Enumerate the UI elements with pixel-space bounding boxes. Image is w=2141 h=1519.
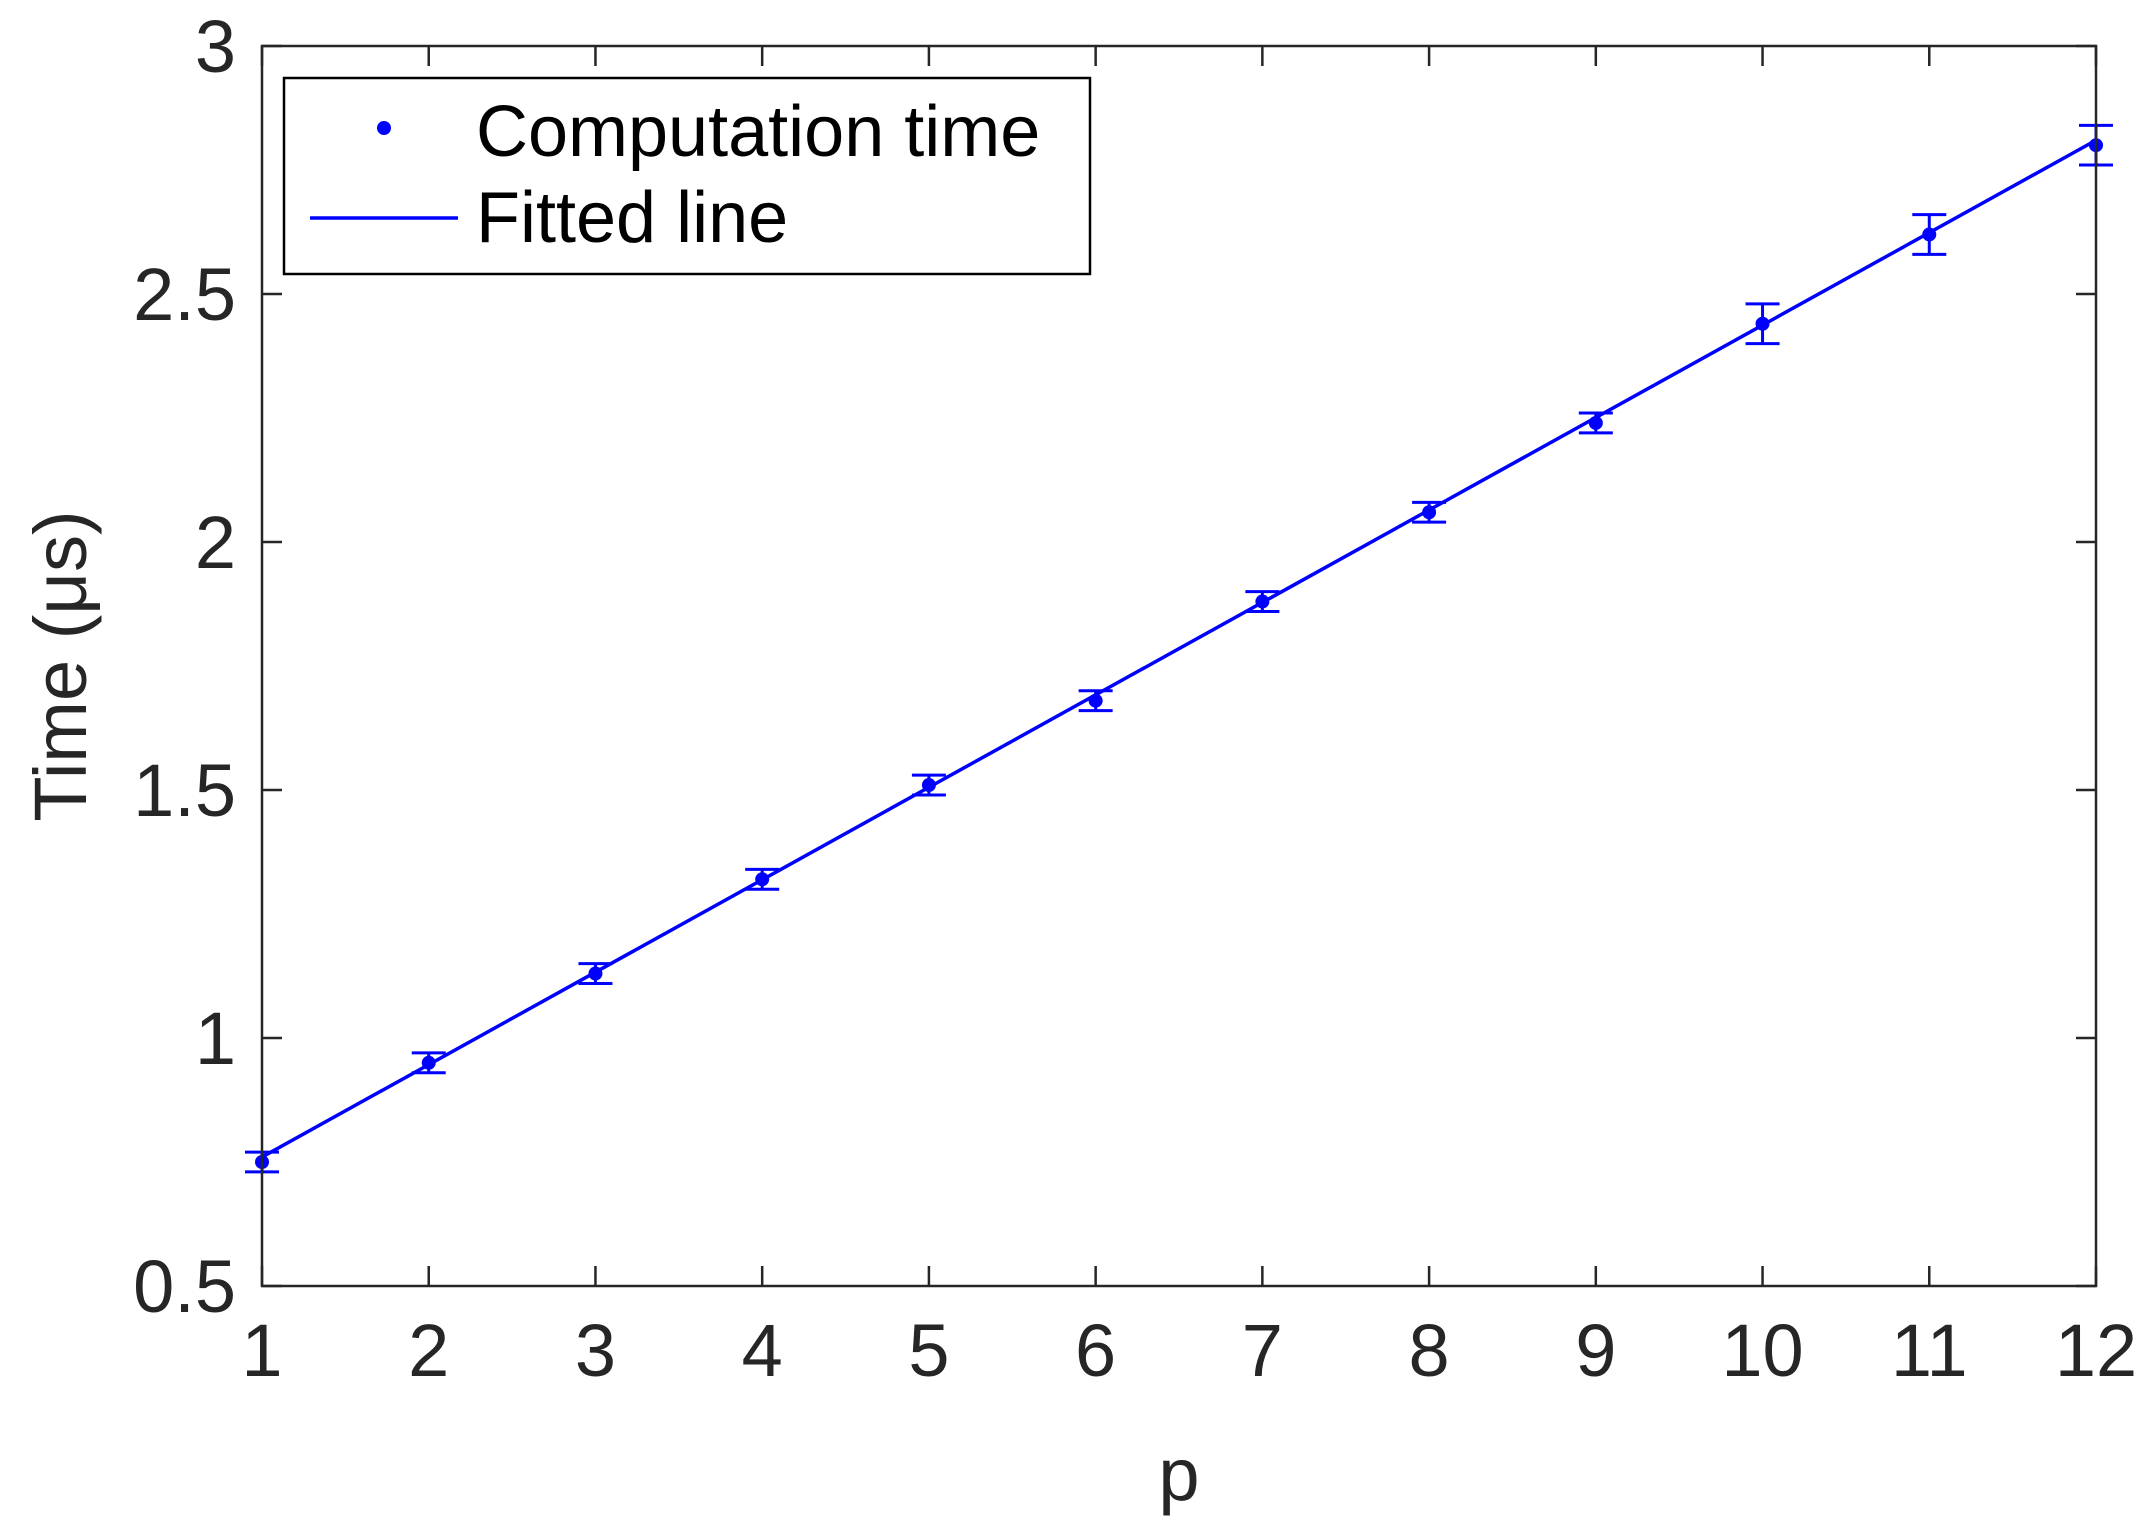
fitted-line (261, 138, 2097, 1159)
data-layer (245, 123, 2113, 1174)
data-point (1755, 316, 1770, 331)
x-tick-label: 3 (575, 1309, 616, 1392)
data-point (1922, 227, 1937, 242)
x-tick-label: 11 (1891, 1309, 1968, 1392)
legend-box (282, 76, 1092, 276)
data-point (755, 872, 770, 887)
x-tick-label: 4 (742, 1309, 783, 1392)
legend-entry: Fitted line (310, 178, 788, 258)
x-tick-label: 1 (241, 1309, 282, 1392)
legend-label: Computation time (476, 92, 1040, 172)
data-point (1422, 505, 1437, 520)
x-tick-label: 12 (2055, 1309, 2137, 1392)
data-point (588, 966, 603, 981)
legend-entry: Computation time (377, 92, 1040, 172)
x-axis-label: p (1158, 1433, 1199, 1516)
x-tick-label: 5 (908, 1309, 949, 1392)
data-point (1255, 594, 1270, 609)
y-tick-label: 2 (195, 501, 236, 584)
x-tick-label: 9 (1575, 1309, 1616, 1392)
data-point (921, 778, 936, 793)
axes: 1 2 3 4 5 6 7 8 9 10 11 120.511.522.53 (133, 5, 2137, 1392)
data-point (1588, 415, 1603, 430)
x-tick-label: 2 (408, 1309, 449, 1392)
data-point (421, 1055, 436, 1070)
y-tick-label: 3 (195, 5, 236, 88)
y-tick-label: 2.5 (133, 253, 236, 336)
x-tick-label: 10 (1721, 1309, 1803, 1392)
axes-box (260, 44, 2098, 1288)
data-point (1088, 693, 1103, 708)
y-axis-label: Time (μs) (19, 510, 102, 821)
legend-label: Fitted line (476, 178, 788, 258)
y-tick-label: 1 (195, 997, 236, 1080)
y-tick-label: 0.5 (133, 1245, 236, 1328)
legend-point-swatch (377, 121, 391, 135)
y-tick-label: 1.5 (133, 749, 236, 832)
x-tick-label: 8 (1409, 1309, 1450, 1392)
x-tick-label: 6 (1075, 1309, 1116, 1392)
x-tick-label: 7 (1242, 1309, 1283, 1392)
